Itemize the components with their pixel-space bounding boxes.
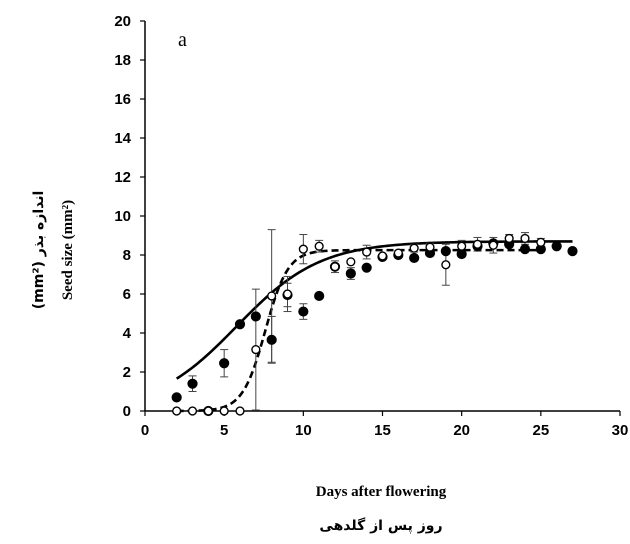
point-1-19 (472, 239, 483, 249)
x-tick-label-3: 15 (374, 422, 391, 439)
y-tick-label-7: 14 (114, 130, 131, 147)
point-1-12 (362, 247, 372, 257)
x-axis-label-persian: روز پس از گلدهی (319, 517, 442, 534)
panel-label: a (178, 29, 187, 51)
y-tick-label-9: 18 (114, 52, 131, 69)
x-tick-label-1: 5 (220, 422, 228, 439)
x-tick-label-6: 30 (612, 422, 629, 439)
axes (144, 21, 620, 412)
point-0-6 (266, 334, 277, 345)
y-tick-label-0: 0 (123, 403, 131, 420)
point-0-24 (551, 241, 562, 252)
y-tick-label-5: 10 (114, 208, 131, 225)
y-tick-label-3: 6 (123, 286, 131, 303)
point-1-7 (282, 289, 293, 299)
point-0-9 (314, 290, 325, 302)
point-1-0 (172, 406, 182, 416)
point-1-14 (393, 248, 403, 258)
point-1-16 (425, 242, 435, 252)
point-1-9 (314, 241, 324, 251)
y-axis-label-persian: اندازه بذر (mm²) (31, 191, 47, 310)
point-1-8 (298, 244, 308, 254)
point-1-10 (330, 262, 340, 272)
point-1-1 (187, 406, 198, 416)
point-0-11 (345, 268, 356, 279)
point-1-22 (520, 233, 530, 244)
fit-curve-0 (175, 240, 573, 380)
point-0-0 (171, 392, 182, 403)
point-0-17 (440, 246, 451, 257)
point-1-20 (488, 240, 498, 250)
point-1-6 (267, 291, 277, 301)
y-tick-label-1: 2 (123, 364, 131, 381)
point-0-25 (567, 246, 578, 257)
y-tick-label-4: 8 (123, 247, 131, 264)
y-axis-ticks: 0 2 4 6 8 10 12 14 16 18 20 (114, 13, 145, 420)
point-1-2 (203, 406, 213, 416)
point-1-17 (441, 260, 451, 270)
point-0-8 (298, 306, 309, 317)
point-1-3 (219, 406, 229, 416)
point-0-3 (219, 358, 230, 369)
point-1-11 (346, 257, 356, 267)
x-axis-label: Days after flowering (316, 484, 447, 500)
x-tick-label-5: 25 (532, 422, 549, 439)
y-tick-label-8: 16 (114, 91, 131, 108)
point-0-22 (519, 244, 531, 255)
point-0-5 (250, 311, 261, 322)
point-0-1 (187, 378, 198, 389)
y-tick-label-2: 4 (123, 325, 132, 342)
x-tick-label-0: 0 (141, 422, 149, 439)
point-1-23 (536, 237, 546, 247)
y-axis-label: Seed size (mm²) (60, 200, 76, 300)
data-points (171, 233, 578, 417)
point-1-21 (504, 233, 514, 244)
y-tick-label-6: 12 (114, 169, 131, 186)
x-tick-label-2: 10 (295, 422, 312, 439)
point-1-13 (377, 251, 388, 261)
point-1-4 (235, 406, 245, 416)
point-0-12 (361, 262, 372, 273)
point-1-5 (251, 344, 261, 355)
point-0-15 (409, 252, 420, 264)
point-1-18 (457, 241, 467, 251)
x-axis-ticks: 0 5 10 15 20 25 30 (141, 411, 629, 439)
point-1-15 (409, 243, 419, 253)
x-tick-label-4: 20 (453, 422, 470, 439)
point-0-4 (234, 319, 246, 330)
y-tick-label-10: 20 (114, 13, 131, 30)
